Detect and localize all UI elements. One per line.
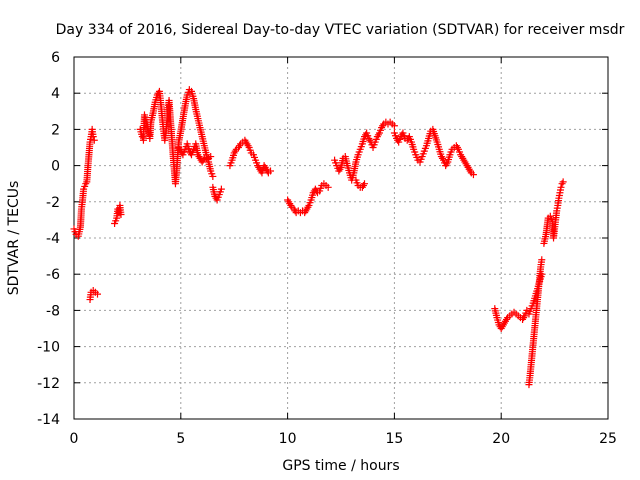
x-tick-label: 15	[385, 431, 403, 447]
data-point	[359, 182, 367, 190]
x-tick-label: 0	[70, 431, 79, 447]
data-point	[209, 172, 217, 180]
data-point	[469, 171, 477, 179]
axis-ticks	[73, 56, 609, 420]
data-point	[217, 185, 225, 193]
data-point	[360, 180, 368, 188]
y-tick-label: -8	[46, 303, 60, 319]
data-point	[236, 142, 244, 150]
grid	[74, 57, 608, 419]
data-point	[523, 306, 531, 314]
data-point	[559, 178, 567, 186]
x-tick-label: 10	[279, 431, 297, 447]
data-points	[70, 86, 567, 389]
x-tick-labels: 0 5 10 15 20 25	[70, 431, 617, 447]
x-tick-label: 20	[492, 431, 510, 447]
x-tick-label: 5	[176, 431, 185, 447]
y-tick-label: -4	[46, 231, 60, 247]
x-tick-label: 25	[599, 431, 617, 447]
x-axis-label: GPS time / hours	[282, 458, 399, 474]
data-point	[324, 183, 332, 191]
data-point	[390, 122, 398, 130]
data-point	[538, 256, 546, 264]
data-point	[557, 183, 565, 191]
data-point	[267, 167, 275, 175]
y-axis-label: SDTVAR / TECUs	[6, 181, 22, 296]
y-tick-label: 2	[51, 122, 60, 138]
chart-title: Day 334 of 2016, Sidereal Day-to-day VTE…	[56, 22, 625, 38]
data-point	[89, 133, 97, 141]
y-tick-label: -12	[37, 376, 60, 392]
y-tick-label: 0	[51, 159, 60, 175]
y-tick-label: -2	[46, 195, 60, 211]
y-tick-label: 4	[51, 86, 60, 102]
data-point	[93, 290, 101, 298]
y-tick-label: -6	[46, 267, 60, 283]
y-tick-labels: -14 -12 -10 -8 -6 -4 -2 0 2 4 6	[37, 50, 60, 428]
data-point	[207, 153, 215, 161]
data-point	[538, 270, 546, 278]
y-tick-label: -10	[37, 340, 60, 356]
data-point	[90, 136, 98, 144]
data-point	[117, 210, 125, 218]
y-tick-label: 6	[51, 50, 60, 66]
y-tick-label: -14	[37, 412, 60, 428]
data-point	[558, 180, 566, 188]
data-point	[231, 147, 239, 155]
